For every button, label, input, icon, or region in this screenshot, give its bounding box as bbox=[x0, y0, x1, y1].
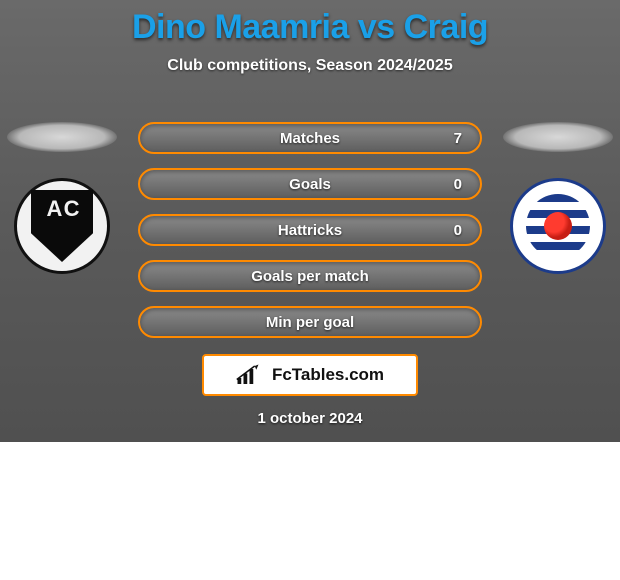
right-club-badge bbox=[510, 178, 606, 274]
stat-bar-matches: Matches 7 bbox=[138, 122, 482, 154]
generation-date: 1 october 2024 bbox=[0, 410, 620, 427]
bar-chart-icon bbox=[236, 364, 266, 386]
left-club-shield-icon: A C bbox=[31, 190, 93, 262]
comparison-card: Dino Maamria vs Craig Club competitions,… bbox=[0, 0, 620, 442]
brand-box: FcTables.com bbox=[202, 354, 418, 396]
right-club-inner-icon bbox=[526, 194, 590, 258]
stat-bars: Matches 7 Goals 0 Hattricks 0 Goals per … bbox=[138, 122, 482, 352]
stat-label: Matches bbox=[280, 130, 340, 147]
stat-label: Hattricks bbox=[278, 222, 342, 239]
placeholder-ellipse-right bbox=[503, 122, 613, 152]
right-club-column bbox=[498, 122, 618, 274]
stat-bar-gpm: Goals per match bbox=[138, 260, 482, 292]
stat-value: 7 bbox=[454, 130, 462, 147]
stat-label: Goals per match bbox=[251, 268, 369, 285]
stat-label: Min per goal bbox=[266, 314, 354, 331]
brand-text: FcTables.com bbox=[272, 365, 384, 385]
page-subtitle: Club competitions, Season 2024/2025 bbox=[0, 57, 620, 75]
page-title: Dino Maamria vs Craig bbox=[0, 0, 620, 47]
left-club-badge: A C bbox=[14, 178, 110, 274]
ball-icon bbox=[544, 212, 572, 240]
left-club-column: A C bbox=[2, 122, 122, 274]
stat-bar-mpg: Min per goal bbox=[138, 306, 482, 338]
stat-value: 0 bbox=[454, 176, 462, 193]
stat-bar-hattricks: Hattricks 0 bbox=[138, 214, 482, 246]
placeholder-ellipse-left bbox=[7, 122, 117, 152]
stat-value: 0 bbox=[454, 222, 462, 239]
stat-label: Goals bbox=[289, 176, 331, 193]
stat-bar-goals: Goals 0 bbox=[138, 168, 482, 200]
